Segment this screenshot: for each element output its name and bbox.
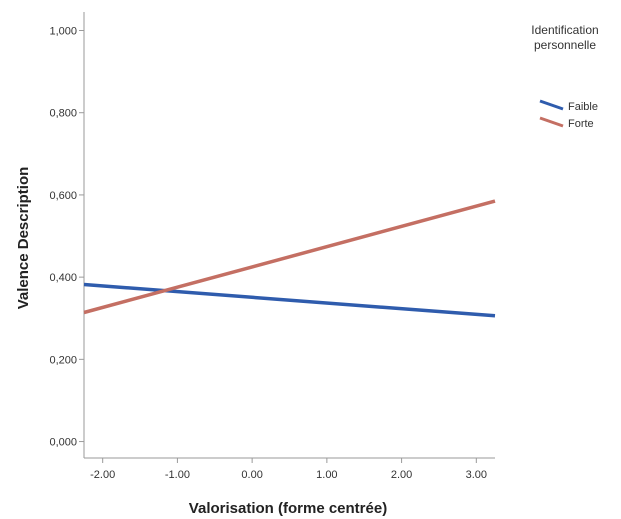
x-tick-label: -1.00 <box>165 469 190 481</box>
y-tick-label: 1,000 <box>49 25 77 37</box>
y-tick-label: 0,200 <box>49 354 77 366</box>
series-line-forte <box>83 199 496 315</box>
y-tick-label: 0,600 <box>49 190 77 202</box>
legend-title-line-2: personnelle <box>534 38 596 52</box>
y-tick-label: 0,800 <box>49 108 77 120</box>
x-tick-label: 1.00 <box>316 469 337 481</box>
y-tick-label: 0,000 <box>49 437 77 449</box>
y-ticks: 0,000 0,200 0,400 0,600 0,800 1,000 <box>49 25 84 449</box>
legend-swatch-forte <box>539 116 564 128</box>
legend-label-faible: Faible <box>568 101 598 113</box>
legend: Identification personnelle Faible Forte <box>531 23 598 130</box>
x-tick-label: -2.00 <box>90 469 115 481</box>
y-tick-label: 0,400 <box>49 272 77 284</box>
series-line-faible <box>83 282 496 318</box>
x-tick-label: 0.00 <box>241 469 262 481</box>
legend-label-forte: Forte <box>568 118 594 130</box>
x-tick-label: 2.00 <box>391 469 412 481</box>
plot-area: 0,000 0,200 0,400 0,600 0,800 1,000 -2.00 -1.0… <box>49 12 496 481</box>
x-ticks: -2.00 -1.00 0.00 1.00 2.00 3.00 <box>90 458 487 481</box>
legend-entries: Faible Forte <box>539 99 598 130</box>
y-axis-title: Valence Description <box>15 167 32 310</box>
x-tick-label: 3.00 <box>466 469 487 481</box>
x-axis-title: Valorisation (forme centrée) <box>189 500 387 517</box>
series-lines <box>83 199 496 318</box>
legend-title-line-1: Identification <box>531 23 598 37</box>
legend-swatch-faible <box>539 99 564 111</box>
